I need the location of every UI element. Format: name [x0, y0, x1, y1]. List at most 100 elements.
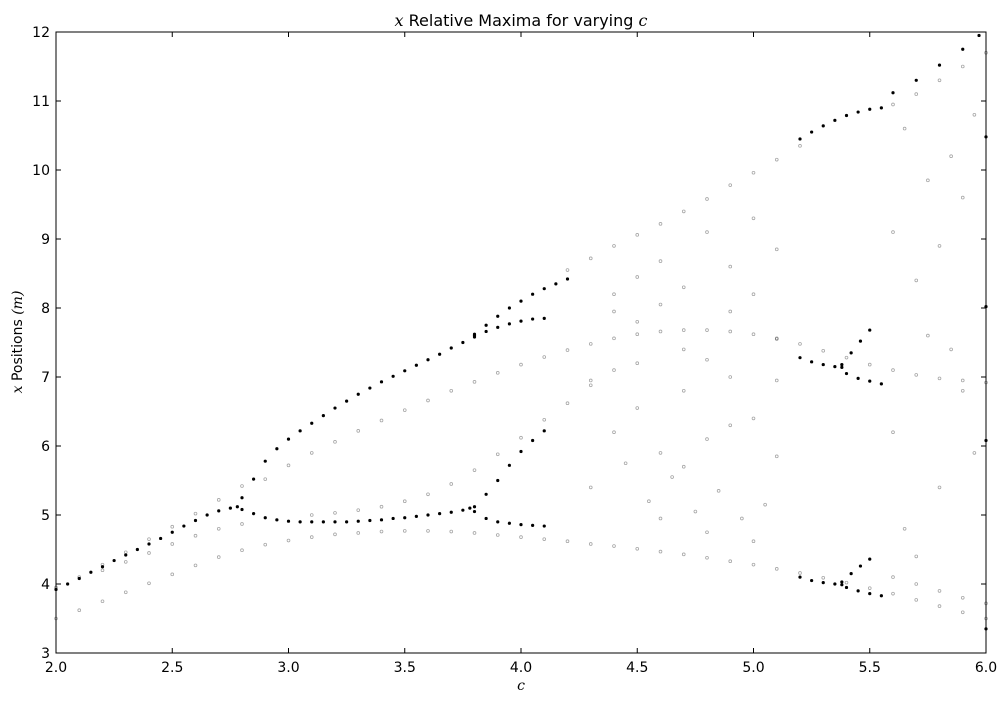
- data-point-dense: [868, 592, 872, 596]
- data-point: [821, 575, 826, 580]
- data-point: [426, 529, 430, 533]
- data-point: [914, 554, 919, 559]
- y-tick-label: 7: [41, 370, 50, 386]
- data-point: [612, 336, 616, 341]
- data-point: [588, 342, 593, 346]
- data-point-dense: [310, 520, 314, 524]
- data-point-dense: [542, 524, 546, 528]
- data-point: [751, 562, 756, 567]
- data-point-dense: [849, 351, 853, 355]
- data-point-dense: [275, 447, 279, 451]
- data-point: [77, 575, 82, 579]
- data-point-dense: [844, 113, 849, 118]
- data-point: [751, 539, 756, 544]
- data-point: [193, 533, 198, 538]
- data-point-dense: [449, 346, 453, 350]
- data-point: [612, 368, 616, 372]
- data-point: [100, 599, 105, 604]
- data-point: [705, 530, 709, 535]
- data-point-dense: [844, 371, 849, 376]
- data-point: [705, 230, 709, 234]
- data-point-dense: [286, 437, 291, 441]
- data-point: [635, 406, 640, 410]
- data-point: [379, 504, 384, 509]
- data-point: [216, 555, 221, 559]
- data-point: [705, 437, 709, 441]
- data-point: [588, 485, 593, 490]
- data-point: [937, 485, 942, 490]
- data-point: [356, 508, 361, 512]
- chart-title-text: Relative Maxima for varying: [404, 11, 639, 30]
- data-point-dense: [798, 137, 802, 141]
- data-point-dense: [147, 542, 151, 546]
- data-point: [379, 418, 384, 423]
- data-point: [937, 589, 942, 593]
- data-point-dense: [849, 572, 853, 576]
- data-point: [960, 388, 965, 393]
- y-tick-label: 10: [32, 163, 50, 179]
- data-point: [588, 542, 593, 546]
- data-point: [670, 475, 674, 479]
- y-tick-label: 4: [41, 577, 50, 593]
- data-point: [844, 355, 849, 360]
- data-point: [402, 499, 407, 504]
- data-point: [658, 549, 663, 554]
- data-point: [635, 361, 640, 366]
- data-point: [147, 581, 151, 586]
- data-point: [774, 337, 779, 341]
- data-point: [914, 278, 919, 283]
- data-point-dense: [542, 429, 546, 433]
- data-point: [612, 244, 616, 248]
- data-point: [716, 489, 721, 493]
- x-tick-label: 3.0: [277, 660, 299, 676]
- data-point: [449, 529, 454, 534]
- data-point: [565, 539, 570, 544]
- data-point: [914, 582, 919, 586]
- data-point-dense: [484, 516, 488, 521]
- data-point: [960, 610, 965, 615]
- data-point-dense: [840, 362, 844, 367]
- data-point: [449, 388, 454, 393]
- data-point: [681, 552, 686, 557]
- y-tick-label: 11: [32, 94, 50, 110]
- data-point: [333, 440, 337, 444]
- chart-title: x Relative Maxima for varying c: [395, 11, 648, 30]
- data-point: [891, 591, 895, 596]
- data-point-dense: [89, 570, 93, 574]
- data-point-dense: [333, 406, 337, 410]
- data-point: [751, 216, 756, 221]
- data-point: [658, 259, 663, 263]
- data-point: [635, 547, 640, 551]
- data-point: [402, 408, 407, 412]
- chart-title-param: c: [639, 11, 648, 30]
- data-point-dense: [298, 520, 302, 524]
- data-point: [972, 113, 977, 117]
- data-point-dense: [461, 508, 465, 512]
- data-point-dense: [182, 524, 186, 528]
- data-point: [240, 484, 244, 488]
- data-point: [658, 451, 663, 455]
- data-point-dense: [821, 124, 825, 128]
- data-point: [635, 319, 640, 324]
- data-point-dense: [798, 575, 802, 579]
- data-point-dense: [856, 376, 860, 380]
- data-point: [891, 230, 895, 234]
- data-point: [77, 608, 82, 613]
- data-point: [402, 529, 407, 533]
- x-tick-label: 6.0: [975, 660, 997, 676]
- data-point: [937, 244, 942, 248]
- data-point: [542, 537, 547, 541]
- data-point-dense: [356, 392, 360, 396]
- data-point-dense: [124, 553, 128, 557]
- data-point: [286, 463, 291, 468]
- scatter-marks: [54, 33, 988, 631]
- data-point-dense: [170, 530, 174, 534]
- data-point: [612, 292, 616, 297]
- data-point: [240, 548, 244, 552]
- data-point-dense: [810, 578, 814, 583]
- data-point: [902, 126, 907, 131]
- data-point-dense: [77, 576, 81, 581]
- data-point: [740, 516, 744, 521]
- data-point-dense: [507, 521, 511, 525]
- data-point: [612, 309, 616, 314]
